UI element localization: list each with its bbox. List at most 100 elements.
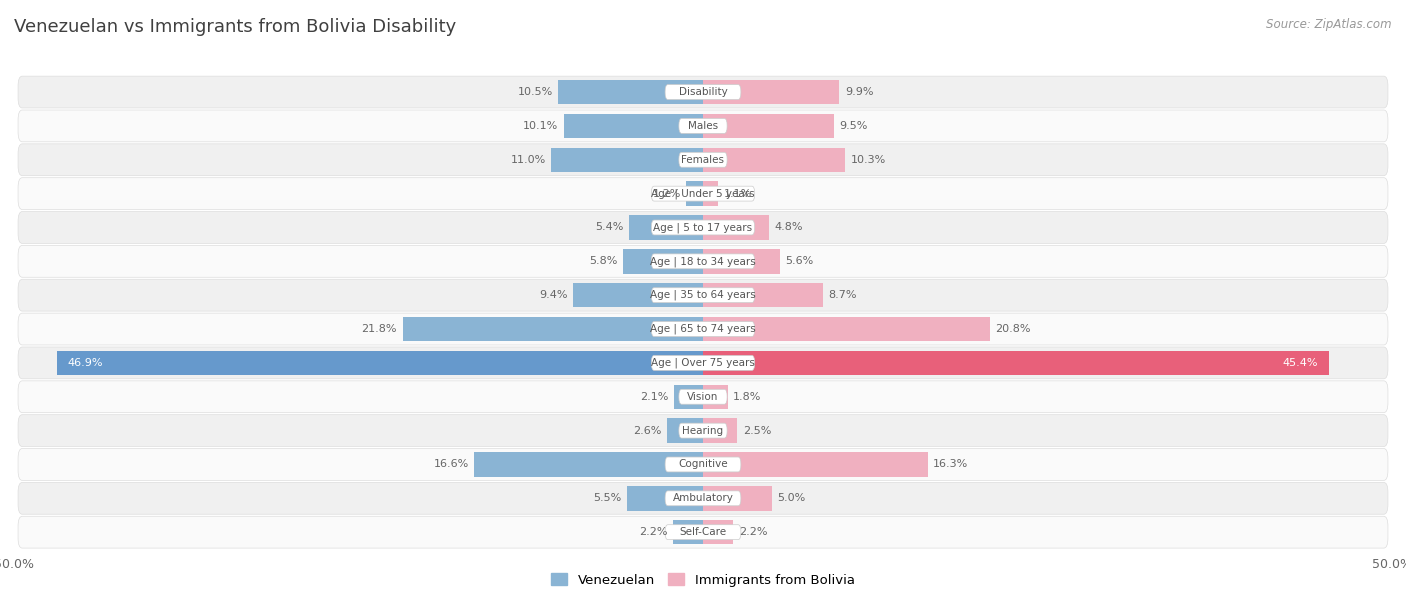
- FancyBboxPatch shape: [18, 144, 1388, 176]
- Bar: [673, 384, 703, 409]
- Bar: [574, 283, 703, 307]
- Text: Cognitive: Cognitive: [678, 460, 728, 469]
- FancyBboxPatch shape: [651, 288, 755, 303]
- Bar: [703, 147, 845, 172]
- Text: 1.2%: 1.2%: [652, 188, 681, 199]
- Text: 5.0%: 5.0%: [778, 493, 806, 503]
- FancyBboxPatch shape: [18, 517, 1388, 548]
- Text: 21.8%: 21.8%: [361, 324, 396, 334]
- Text: 5.6%: 5.6%: [786, 256, 814, 266]
- Text: 16.3%: 16.3%: [934, 460, 969, 469]
- Text: 9.5%: 9.5%: [839, 121, 868, 131]
- Text: 5.4%: 5.4%: [595, 223, 623, 233]
- Text: Hearing: Hearing: [682, 425, 724, 436]
- Text: 2.1%: 2.1%: [640, 392, 669, 401]
- Bar: [564, 114, 703, 138]
- Bar: [402, 317, 703, 341]
- Text: Vision: Vision: [688, 392, 718, 401]
- Text: 46.9%: 46.9%: [67, 358, 103, 368]
- Legend: Venezuelan, Immigrants from Bolivia: Venezuelan, Immigrants from Bolivia: [546, 568, 860, 592]
- FancyBboxPatch shape: [679, 119, 727, 133]
- Text: 5.8%: 5.8%: [589, 256, 617, 266]
- Bar: [703, 249, 780, 274]
- FancyBboxPatch shape: [18, 76, 1388, 108]
- FancyBboxPatch shape: [18, 415, 1388, 447]
- FancyBboxPatch shape: [679, 423, 727, 438]
- Text: Age | 35 to 64 years: Age | 35 to 64 years: [650, 290, 756, 300]
- Bar: [703, 114, 834, 138]
- Text: Females: Females: [682, 155, 724, 165]
- Text: 45.4%: 45.4%: [1282, 358, 1317, 368]
- Text: 2.5%: 2.5%: [742, 425, 772, 436]
- Text: 5.5%: 5.5%: [593, 493, 621, 503]
- Text: Ambulatory: Ambulatory: [672, 493, 734, 503]
- FancyBboxPatch shape: [651, 254, 755, 269]
- Text: Self-Care: Self-Care: [679, 527, 727, 537]
- Bar: [703, 486, 772, 510]
- Bar: [703, 181, 718, 206]
- FancyBboxPatch shape: [18, 381, 1388, 412]
- Text: 2.2%: 2.2%: [738, 527, 768, 537]
- FancyBboxPatch shape: [18, 245, 1388, 277]
- Bar: [703, 520, 734, 544]
- FancyBboxPatch shape: [665, 457, 741, 472]
- FancyBboxPatch shape: [18, 347, 1388, 379]
- Text: 1.8%: 1.8%: [734, 392, 762, 401]
- Text: Disability: Disability: [679, 87, 727, 97]
- Text: Venezuelan vs Immigrants from Bolivia Disability: Venezuelan vs Immigrants from Bolivia Di…: [14, 18, 457, 36]
- Text: 2.6%: 2.6%: [633, 425, 662, 436]
- FancyBboxPatch shape: [651, 321, 755, 337]
- Bar: [474, 452, 703, 477]
- Text: 20.8%: 20.8%: [995, 324, 1031, 334]
- Bar: [558, 80, 703, 104]
- FancyBboxPatch shape: [679, 389, 727, 404]
- Bar: [703, 215, 769, 240]
- Text: 2.2%: 2.2%: [638, 527, 668, 537]
- Bar: [628, 215, 703, 240]
- Text: 10.5%: 10.5%: [517, 87, 553, 97]
- FancyBboxPatch shape: [665, 524, 741, 540]
- Bar: [703, 351, 1329, 375]
- FancyBboxPatch shape: [18, 449, 1388, 480]
- Bar: [703, 452, 928, 477]
- Text: Age | 18 to 34 years: Age | 18 to 34 years: [650, 256, 756, 267]
- Bar: [703, 419, 738, 443]
- FancyBboxPatch shape: [18, 313, 1388, 345]
- Text: 9.4%: 9.4%: [540, 290, 568, 300]
- FancyBboxPatch shape: [18, 482, 1388, 514]
- Text: 10.1%: 10.1%: [523, 121, 558, 131]
- Text: 1.1%: 1.1%: [724, 188, 752, 199]
- FancyBboxPatch shape: [651, 220, 755, 235]
- Text: 4.8%: 4.8%: [775, 223, 803, 233]
- Text: Age | 65 to 74 years: Age | 65 to 74 years: [650, 324, 756, 334]
- Bar: [627, 486, 703, 510]
- FancyBboxPatch shape: [18, 110, 1388, 142]
- Bar: [703, 283, 823, 307]
- Bar: [668, 419, 703, 443]
- Bar: [551, 147, 703, 172]
- Bar: [56, 351, 703, 375]
- FancyBboxPatch shape: [18, 279, 1388, 311]
- FancyBboxPatch shape: [18, 212, 1388, 244]
- Text: 9.9%: 9.9%: [845, 87, 873, 97]
- Text: 11.0%: 11.0%: [510, 155, 546, 165]
- FancyBboxPatch shape: [651, 356, 755, 370]
- Text: 16.6%: 16.6%: [433, 460, 468, 469]
- FancyBboxPatch shape: [665, 84, 741, 100]
- Bar: [672, 520, 703, 544]
- Text: Age | Under 5 years: Age | Under 5 years: [651, 188, 755, 199]
- Bar: [703, 317, 990, 341]
- FancyBboxPatch shape: [651, 186, 755, 201]
- FancyBboxPatch shape: [665, 491, 741, 506]
- Text: 10.3%: 10.3%: [851, 155, 886, 165]
- Bar: [686, 181, 703, 206]
- Bar: [623, 249, 703, 274]
- Text: Source: ZipAtlas.com: Source: ZipAtlas.com: [1267, 18, 1392, 31]
- FancyBboxPatch shape: [679, 152, 727, 167]
- Text: Age | Over 75 years: Age | Over 75 years: [651, 357, 755, 368]
- Bar: [703, 384, 728, 409]
- Text: Age | 5 to 17 years: Age | 5 to 17 years: [654, 222, 752, 233]
- Text: 8.7%: 8.7%: [828, 290, 856, 300]
- Bar: [703, 80, 839, 104]
- FancyBboxPatch shape: [18, 177, 1388, 209]
